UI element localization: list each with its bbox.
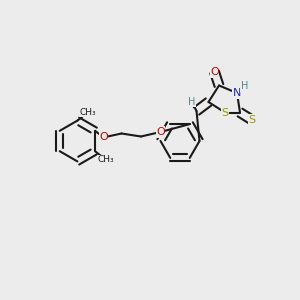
Text: O: O <box>99 132 108 142</box>
Text: S: S <box>221 107 229 118</box>
Text: CH₃: CH₃ <box>80 108 96 117</box>
Text: S: S <box>248 115 256 125</box>
Text: H: H <box>241 81 248 92</box>
Text: CH₃: CH₃ <box>97 155 114 164</box>
Text: O: O <box>156 127 165 137</box>
Text: N: N <box>233 88 241 98</box>
Text: H: H <box>188 97 196 107</box>
Text: O: O <box>210 67 219 77</box>
